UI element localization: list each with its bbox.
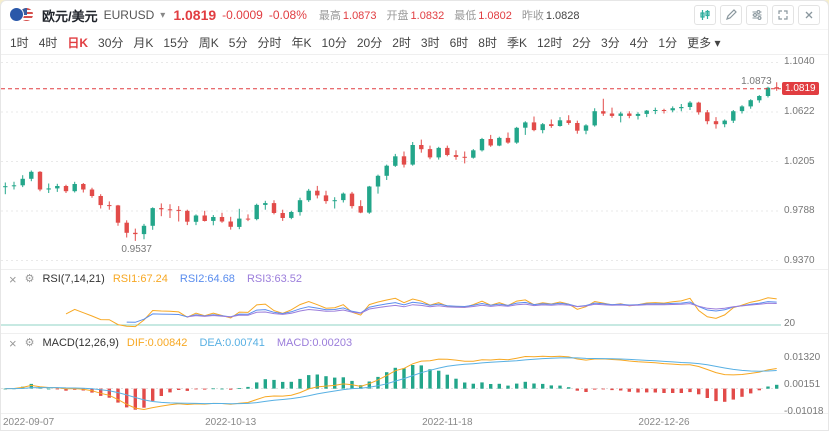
rsi-axis-label: 20 [784,318,796,329]
macd-values: DIF:0.00842 DEA:0.00741 MACD:0.00203 [127,337,352,349]
stat-昨收: 昨收 1.0828 [522,7,580,23]
timeframe-tab-4时[interactable]: 4时 [38,35,58,50]
price-axis-label: 0.9788 [784,205,815,217]
date-axis-label: 2022-11-18 [422,417,473,428]
macd-header: × ⚙ MACD(12,26,9) DIF:0.00842 DEA:0.00741… [1,334,828,352]
header-bar: 欧元/美元 EURUSD ▾ 1.0819 -0.0009 -0.08% 最高 1… [1,1,828,29]
stat-label: 最高 [318,10,341,22]
close-icon[interactable] [798,5,820,25]
macd-gear-icon[interactable]: ⚙ [24,336,35,349]
last-price: 1.0819 [173,7,217,23]
macd-title: MACD(12,26,9) [42,337,119,349]
price-axis-label: 1.0622 [784,106,815,118]
price-stats: 最高 1.0873 开盘 1.0832 最低 1.0802 昨收 1.0828 [319,7,580,23]
timeframe-tab-5分[interactable]: 5分 [228,35,248,50]
date-axis-label: 2022-09-07 [3,417,55,428]
macd-plot [1,355,781,411]
candlestick-chart[interactable]: 1.0873 0.9537 [1,53,781,269]
timeframe-tab-3时[interactable]: 3时 [420,35,440,50]
stat-label: 最低 [454,10,477,22]
candlestick-plot [1,62,781,262]
macd-close-icon[interactable]: × [9,335,17,351]
stat-最高: 最高 1.0873 [319,7,377,23]
timeframe-tab-30分[interactable]: 30分 [98,35,124,50]
rsi-title: RSI(7,14,21) [42,273,105,285]
date-axis-label: 2022-10-13 [205,417,257,428]
stat-label: 昨收 [521,10,544,22]
macd-panel: × ⚙ MACD(12,26,9) DIF:0.00842 DEA:0.00741… [1,333,828,414]
pair-dropdown-caret-icon[interactable]: ▾ [160,9,166,21]
timeframe-tab-月K[interactable]: 月K [133,35,154,50]
fullscreen-icon[interactable] [772,5,794,25]
date-axis: 2022-09-07 2022-10-13 2022-11-18 2022-12-26 [1,413,828,430]
date-axis-label: 2022-12-26 [638,417,690,428]
macd-axis-label: 0.01320 [784,351,821,363]
price-axis-label: 0.9370 [784,254,815,266]
timeframe-tab-年K[interactable]: 年K [291,35,312,50]
timeframe-tab-6时[interactable]: 6时 [449,35,469,50]
timeframe-tab-15分[interactable]: 15分 [163,35,189,50]
price-change-pct: -0.08% [268,8,307,22]
timeframe-tab-1时[interactable]: 1时 [10,35,29,50]
rsi-panel: × ⚙ RSI(7,14,21) RSI1:67.24 RSI2:64.68 RSI… [1,269,828,334]
price-axis: 1.1040 1.0622 1.0205 0.9788 0.9370 1.0819 [781,53,828,269]
timeframe-tab-分时[interactable]: 分时 [257,35,282,50]
stat-最低: 最低 1.0802 [454,7,512,23]
rsi-value-3: RSI3:63.52 [246,273,302,285]
timeframe-tab-20分[interactable]: 20分 [356,35,383,50]
stat-value: 1.0828 [545,10,580,22]
timeframe-tab-12时[interactable]: 12时 [537,35,563,50]
rsi-gear-icon[interactable]: ⚙ [24,272,35,285]
rsi-close-icon[interactable]: × [9,271,17,287]
rsi-values: RSI1:67.24 RSI2:64.68 RSI3:63.52 [113,273,302,285]
header-toolbar [694,5,820,25]
stat-value: 1.0873 [342,10,377,22]
stat-value: 1.0832 [410,10,445,22]
rsi-header: × ⚙ RSI(7,14,21) RSI1:67.24 RSI2:64.68 RSI… [1,270,828,288]
timeframe-tab-日K[interactable]: 日K [67,35,89,50]
macd-axis-label: 0.00151 [784,379,821,391]
draw-icon[interactable] [720,5,742,25]
macd-value-1: DIF:0.00842 [126,337,188,349]
last-price-tag: 1.0819 [782,81,819,95]
chart-style-icon[interactable] [694,5,716,25]
pair-name: 欧元/美元 [42,8,98,24]
macd-value-3: MACD:0.00203 [276,337,353,349]
stat-开盘: 开盘 1.0832 [387,7,445,23]
timeframe-tab-周K[interactable]: 周K [198,35,219,50]
price-axis-label: 1.1040 [784,56,815,68]
price-change: -0.0009 [222,8,263,22]
timeframe-tab-10分[interactable]: 10分 [321,35,347,50]
indicator-settings-icon[interactable] [746,5,768,25]
timeframe-tab-8时[interactable]: 8时 [478,35,497,50]
timeframe-bar: 1时 4时 日K 30分 月K 15分 周K 5分 分时 年K 10分 20分 2时 3时 6时 8时 季K 12… [1,29,828,55]
stat-value: 1.0802 [478,10,512,22]
timeframe-tab-2时[interactable]: 2时 [392,35,411,50]
rsi-plot [1,297,781,328]
macd-value-2: DEA:0.00741 [199,337,265,349]
timeframe-tab-3分[interactable]: 3分 [601,35,620,50]
macd-axis-label: -0.01018 [784,406,824,418]
pair-symbol: EURUSD [103,8,155,22]
timeframe-tab-4分[interactable]: 4分 [629,35,649,50]
timeframe-tab-更多[interactable]: 更多 ▾ [687,35,721,50]
rsi-value-2: RSI2:64.68 [179,273,235,285]
timeframe-tab-2分[interactable]: 2分 [572,35,592,50]
timeframe-tab-季K[interactable]: 季K [506,35,527,50]
stat-label: 开盘 [386,10,409,22]
timeframe-tab-1分[interactable]: 1分 [658,35,678,50]
price-axis-label: 1.0205 [784,155,815,167]
high-annotation: 1.0873 [741,76,772,88]
low-annotation: 0.9537 [121,243,152,255]
currency-flags [9,7,36,23]
eu-flag-icon [9,7,24,22]
rsi-value-1: RSI1:67.24 [112,273,168,285]
